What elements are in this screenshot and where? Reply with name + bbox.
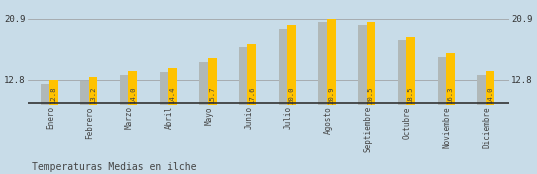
Bar bbox=[485, 71, 494, 105]
Bar bbox=[128, 71, 137, 105]
Bar bbox=[367, 22, 375, 105]
Text: 20.5: 20.5 bbox=[368, 86, 374, 104]
Text: 20.0: 20.0 bbox=[288, 86, 294, 104]
Bar bbox=[160, 72, 171, 105]
Bar bbox=[208, 58, 216, 105]
Text: 14.4: 14.4 bbox=[170, 86, 176, 104]
Bar bbox=[406, 37, 415, 105]
Bar bbox=[81, 81, 91, 105]
Text: 13.2: 13.2 bbox=[90, 86, 96, 104]
Text: 14.0: 14.0 bbox=[130, 86, 136, 104]
Bar bbox=[358, 25, 369, 105]
Bar bbox=[287, 25, 296, 105]
Text: 17.6: 17.6 bbox=[249, 86, 255, 104]
Bar bbox=[327, 19, 336, 105]
Text: Temperaturas Medias en ilche: Temperaturas Medias en ilche bbox=[32, 162, 197, 172]
Text: 15.7: 15.7 bbox=[209, 86, 215, 104]
Bar bbox=[239, 47, 250, 105]
Bar bbox=[248, 44, 256, 105]
Text: 16.3: 16.3 bbox=[447, 86, 453, 104]
Bar bbox=[49, 80, 58, 105]
Bar bbox=[477, 74, 488, 105]
Bar bbox=[279, 29, 290, 105]
Bar bbox=[199, 62, 211, 105]
Text: 12.8: 12.8 bbox=[50, 86, 56, 104]
Bar bbox=[438, 57, 448, 105]
Bar bbox=[41, 84, 52, 105]
Text: 18.5: 18.5 bbox=[408, 86, 413, 104]
Bar bbox=[446, 53, 455, 105]
Bar bbox=[168, 68, 177, 105]
Text: 20.9: 20.9 bbox=[328, 86, 334, 104]
Bar bbox=[318, 22, 330, 105]
Text: 14.0: 14.0 bbox=[487, 86, 493, 104]
Bar bbox=[120, 74, 131, 105]
Bar bbox=[89, 77, 98, 105]
Bar bbox=[398, 41, 409, 105]
